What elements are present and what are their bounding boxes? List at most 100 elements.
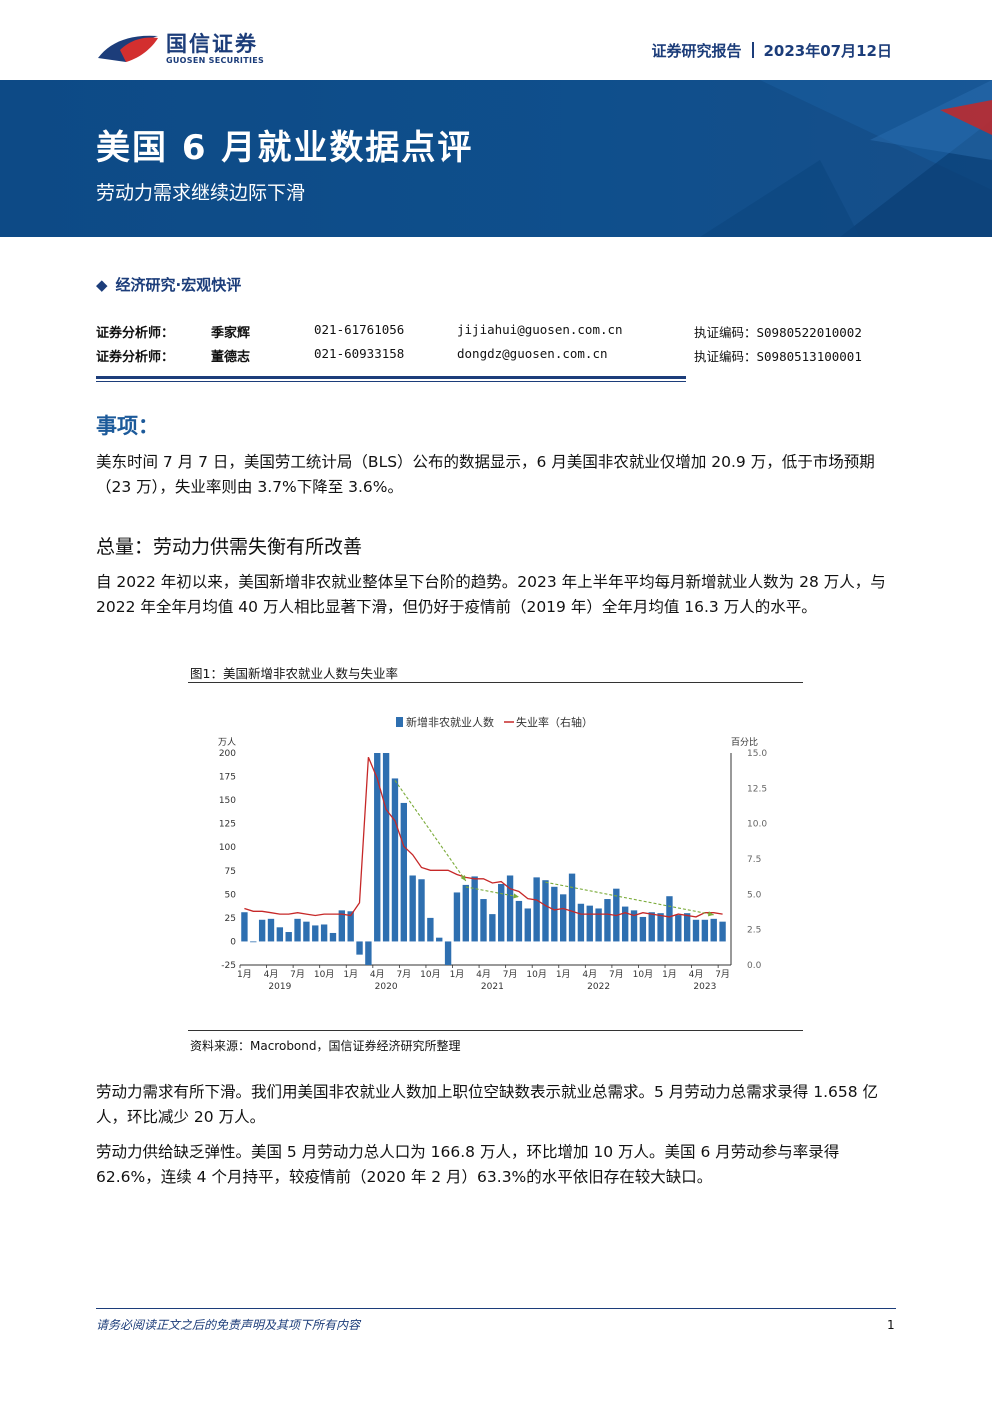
title-banner: 美国 6 月就业数据点评 劳动力需求继续边际下滑: [0, 80, 992, 237]
bar-mark: [338, 910, 346, 942]
figure-bottom-rule: [188, 1030, 803, 1031]
bar-mark: [524, 908, 531, 942]
report-subtitle: 劳动力需求继续边际下滑: [96, 182, 306, 204]
left-axis-tick-label: 50: [225, 890, 237, 900]
analyst-email[interactable]: dongdz@guosen.com.cn: [457, 346, 608, 361]
bar-mark: [489, 914, 496, 942]
body-paragraph-1: 自 2022 年初以来，美国新增非农就业整体呈下台阶的趋势。2023 年上半年平…: [96, 573, 886, 616]
figure-source: 资料来源：Macrobond，国信证券经济研究所整理: [190, 1039, 461, 1053]
x-tick-label: 1月: [450, 969, 465, 980]
body-paragraph-3: 劳动力供给缺乏弹性。美国 5 月劳动力总人口为 166.8 万人，环比增加 10…: [96, 1143, 840, 1186]
analyst-name: 董德志: [211, 350, 251, 365]
bar-mark: [303, 921, 310, 942]
x-tick-label: 10月: [314, 969, 334, 980]
report-date: 2023年07月12日: [763, 42, 893, 60]
right-axis-tick-label: 2.5: [747, 926, 761, 936]
body-paragraph-2: 劳动力需求有所下滑。我们用美国非农就业人数加上职位空缺数表示就业总需求。5 月劳…: [96, 1083, 879, 1126]
logo-chinese-name: 国信证券: [166, 32, 258, 56]
analyst-phone: 021-60933158: [314, 346, 405, 361]
bar-mark: [285, 932, 292, 942]
bar-mark: [480, 899, 487, 942]
right-axis-tick-label: 12.5: [747, 784, 767, 794]
analyst-divider-thin: [96, 381, 686, 382]
legend-swatch-bar: [396, 717, 403, 727]
x-tick-label: 4月: [264, 969, 279, 980]
x-tick-label: 4月: [370, 969, 385, 980]
x-tick-label: 1月: [556, 969, 571, 980]
bar-mark: [471, 876, 478, 942]
bar-mark: [400, 802, 407, 942]
bar-mark: [675, 915, 682, 942]
x-tick-label: 1月: [343, 969, 358, 980]
figure-top-rule: [188, 682, 803, 683]
bar-mark: [436, 937, 443, 942]
report-category: ◆ 经济研究·宏观快评: [96, 274, 241, 295]
analyst-phone: 021-61761056: [314, 322, 405, 337]
analyst-license: 执证编码：S0980522010002: [694, 325, 862, 340]
bar-mark: [356, 941, 363, 955]
bar-mark: [453, 892, 461, 942]
trend-arrow-line: [465, 886, 520, 898]
analyst-email[interactable]: jijiahui@guosen.com.cn: [457, 322, 623, 337]
left-axis-tick-label: 25: [225, 914, 236, 924]
bar-mark: [347, 911, 354, 942]
left-axis-tick-label: -25: [221, 961, 236, 971]
bar-mark: [276, 927, 284, 942]
bar-mark: [312, 925, 319, 942]
bar-mark: [329, 932, 337, 942]
section-heading: 事项：: [96, 414, 159, 438]
bar-mark: [630, 910, 638, 942]
trend-arrow-line: [545, 881, 714, 916]
left-axis-tick-label: 75: [225, 867, 236, 877]
right-axis-tick-label: 5.0: [747, 890, 762, 900]
bar-mark: [595, 908, 602, 942]
report-title: 美国 6 月就业数据点评: [96, 128, 474, 168]
intro-paragraph: 美东时间 7 月 7 日，美国劳工统计局（BLS）公布的数据显示，6 月美国非农…: [96, 453, 875, 496]
x-tick-label: 4月: [476, 969, 491, 980]
bar-mark: [418, 879, 425, 942]
right-axis-tick-label: 7.5: [747, 855, 761, 865]
figure-title: 图1：美国新增非农就业人数与失业率: [190, 666, 398, 681]
x-year-label: 2019: [268, 982, 291, 992]
right-axis-tick-label: 15.0: [747, 749, 767, 759]
bar-mark: [241, 912, 248, 942]
report-meta: 证券研究报告 2023年07月12日: [651, 40, 892, 61]
right-axis-tick-label: 10.0: [747, 820, 767, 830]
left-axis-unit: 万人: [218, 737, 236, 748]
trend-arrow-head: [513, 893, 519, 899]
bar-mark: [560, 894, 567, 942]
analyst-role: 证券分析师：: [96, 326, 175, 341]
logo-english-name: GUOSEN SECURITIES: [166, 56, 265, 65]
x-tick-label: 10月: [420, 969, 440, 980]
bar-mark: [409, 875, 416, 942]
bar-mark: [542, 880, 549, 942]
report-type: 证券研究报告: [651, 42, 742, 60]
employment-chart: 新增非农就业人数 失业率（右轴） 万人 百分比 200 175 150 125 100 75 50 2…: [218, 715, 767, 992]
bar-mark: [657, 913, 664, 942]
bar-mark: [427, 917, 434, 942]
x-tick-label: 10月: [633, 969, 653, 980]
left-axis-tick-label: 150: [219, 796, 236, 806]
x-tick-label: 4月: [689, 969, 704, 980]
bar-mark: [586, 905, 593, 942]
bar-mark: [258, 919, 266, 942]
right-axis-tick-label: 0.0: [747, 961, 762, 971]
x-year-label: 2021: [481, 982, 504, 992]
bar-mark: [533, 877, 540, 942]
category-label: 经济研究·宏观快评: [115, 276, 242, 294]
banner-decoration: [0, 80, 992, 237]
bar-mark: [267, 918, 275, 942]
left-axis-tick-label: 0: [230, 937, 236, 947]
analyst-role: 证券分析师：: [96, 350, 175, 365]
x-tick-label: 4月: [582, 969, 597, 980]
x-tick-label: 7月: [503, 969, 518, 980]
bar-mark: [577, 903, 585, 942]
trend-arrow-head: [707, 911, 714, 917]
bar-mark: [294, 918, 301, 942]
x-tick-label: 1月: [662, 969, 677, 980]
bar-mark: [719, 921, 726, 942]
x-tick-label: 1月: [237, 969, 252, 980]
x-tick-label: 7月: [715, 969, 730, 980]
left-axis-tick-label: 175: [219, 773, 236, 783]
logo-icon: [98, 35, 158, 62]
